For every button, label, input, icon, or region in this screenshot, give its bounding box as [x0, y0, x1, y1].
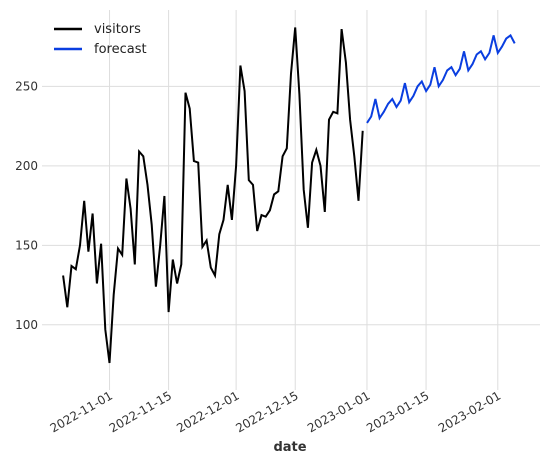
y-tick-label: 150 — [15, 238, 38, 252]
x-tick-label: 2022-11-01 — [48, 388, 115, 435]
legend-label: visitors — [94, 22, 141, 37]
x-tick-label: 2022-12-15 — [233, 388, 300, 435]
series-line — [366, 33, 516, 124]
legend-label: forecast — [94, 42, 147, 57]
x-tick-label: 2023-01-15 — [364, 388, 431, 435]
x-tick-label: 2022-12-01 — [174, 388, 241, 435]
y-tick-label: 200 — [15, 159, 38, 173]
x-tick-label: 2022-11-15 — [107, 388, 174, 435]
x-tick-label: 2023-02-01 — [436, 388, 503, 435]
y-tick-label: 100 — [15, 318, 38, 332]
y-tick-label: 250 — [15, 79, 38, 93]
x-tick-label: 2023-01-01 — [305, 388, 372, 435]
x-axis-label: date — [273, 440, 306, 455]
series-line — [62, 27, 364, 364]
